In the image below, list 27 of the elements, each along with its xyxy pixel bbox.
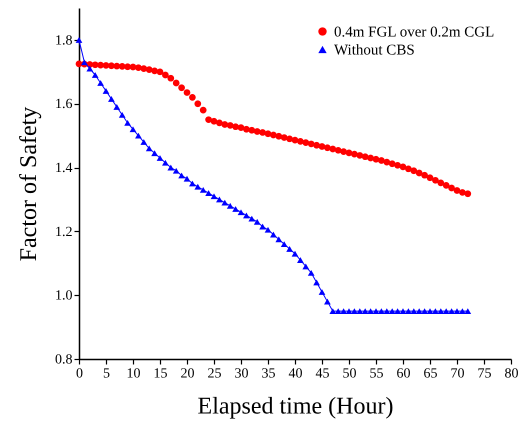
y-tick-label: 1.4 xyxy=(55,161,72,176)
x-tick-label: 55 xyxy=(370,366,384,382)
y-axis-title: Factor of Safety xyxy=(16,106,42,262)
x-tick-label: 75 xyxy=(478,366,492,382)
y-tick-label: 1.0 xyxy=(55,288,72,304)
x-tick-label: 40 xyxy=(288,366,302,382)
y-tick-label: 1.8 xyxy=(55,33,72,48)
x-tick-label: 80 xyxy=(504,366,518,382)
y-tick-label: 0.8 xyxy=(55,352,72,368)
x-tick-label: 45 xyxy=(316,366,330,382)
x-tick-label: 10 xyxy=(126,366,140,382)
legend-label: 0.4m FGL over 0.2m CGL xyxy=(334,24,494,40)
x-tick-label: 25 xyxy=(208,366,222,382)
x-tick-label: 65 xyxy=(424,366,438,382)
x-tick-label: 15 xyxy=(154,366,168,382)
x-tick-label: 20 xyxy=(180,366,194,382)
x-tick-label: 50 xyxy=(342,366,356,382)
y-tick-label: 1.6 xyxy=(55,97,72,112)
x-tick-label: 70 xyxy=(450,366,464,382)
x-tick-label: 60 xyxy=(396,366,410,382)
x-tick-label: 35 xyxy=(262,366,276,382)
legend-label: Without CBS xyxy=(334,42,415,58)
x-axis-title: Elapsed time (Hour) xyxy=(198,394,394,420)
x-tick-label: 5 xyxy=(103,366,110,382)
x-tick-label: 0 xyxy=(76,366,83,382)
x-tick-label: 30 xyxy=(234,366,248,382)
y-tick-label: 1.2 xyxy=(55,224,72,240)
